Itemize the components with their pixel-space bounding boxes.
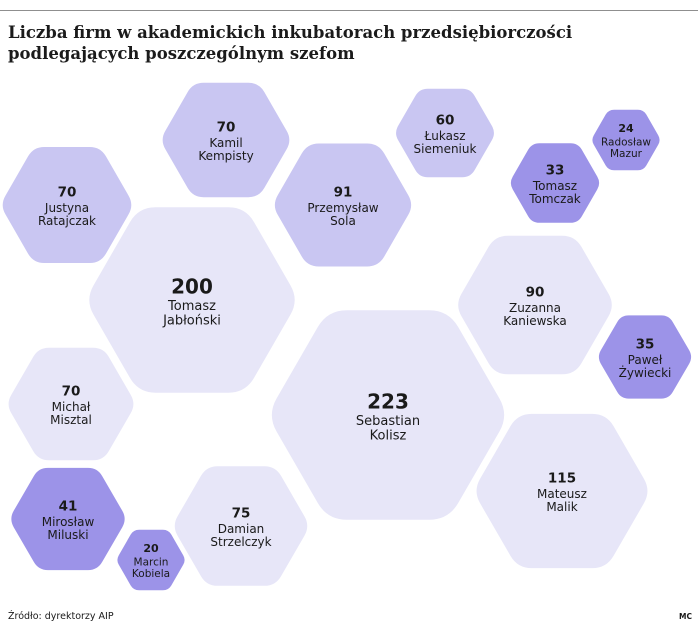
person-name-label: Misztal <box>50 413 92 427</box>
person-name-label: Tomasz <box>532 179 577 193</box>
hexagon-shape <box>274 143 412 267</box>
source-note: Źródło: dyrektorzy AIP <box>8 611 114 622</box>
person-name-label: Justyna <box>44 201 89 215</box>
data-value-label: 223 <box>367 390 409 414</box>
hexagon-shape <box>396 88 494 178</box>
chart-title-line-1: Liczba firm w akademickich inkubatorach … <box>8 23 573 42</box>
top-rule <box>0 10 698 11</box>
chart-title-line-2: podlegających poszczególnym szefom <box>8 44 355 63</box>
data-value-label: 70 <box>217 120 236 136</box>
hexagon-shape <box>476 413 648 569</box>
data-value-label: 90 <box>526 285 545 301</box>
data-value-label: 70 <box>58 185 77 201</box>
person-name-label: Łukasz <box>424 129 466 143</box>
person-name-label: Siemeniuk <box>414 142 477 156</box>
person-name-label: Żywiecki <box>619 365 672 380</box>
person-name-label: Tomasz <box>167 299 216 314</box>
person-name-label: Radosław <box>601 137 651 149</box>
person-name-label: Tomczak <box>528 192 581 206</box>
data-value-label: 200 <box>171 275 213 299</box>
person-name-label: Kobiela <box>132 568 170 580</box>
hexagon-shape <box>598 315 692 399</box>
person-name-label: Kamil <box>209 136 242 150</box>
person-name-label: Ratajczak <box>38 214 96 228</box>
person-name-label: Sebastian <box>356 414 420 429</box>
person-name-label: Mazur <box>610 148 643 160</box>
hexagon-shape <box>117 529 185 591</box>
person-name-label: Damian <box>218 522 265 536</box>
hexagon-shape <box>271 310 505 520</box>
data-value-label: 115 <box>548 471 576 487</box>
chart-title: Liczba firm w akademickich inkubatorach … <box>8 22 688 64</box>
credit-mark: MC <box>679 612 692 621</box>
data-value-label: 70 <box>62 384 81 400</box>
person-name-label: Mirosław <box>42 515 95 529</box>
hexagon-shape <box>510 143 600 223</box>
hexagon-shape <box>11 467 125 571</box>
hexagon-shape <box>174 466 308 586</box>
person-name-label: Przemysław <box>307 201 378 215</box>
person-name-label: Marcin <box>134 557 169 569</box>
hexagon-shape <box>592 109 660 171</box>
data-value-label: 60 <box>436 113 455 129</box>
hexagon-shape <box>162 82 290 198</box>
hexagon-shape <box>2 147 132 263</box>
person-name-label: Strzelczyk <box>210 535 271 549</box>
person-name-label: Jabłoński <box>162 313 221 328</box>
data-value-label: 75 <box>232 506 251 522</box>
hexagon-shape <box>8 347 134 461</box>
person-name-label: Miluski <box>47 528 88 542</box>
person-name-label: Paweł <box>628 353 663 367</box>
person-name-label: Malik <box>546 500 577 514</box>
person-name-label: Kaniewska <box>503 314 567 328</box>
data-value-label: 35 <box>636 337 655 353</box>
person-name-label: Michał <box>52 400 91 414</box>
person-name-label: Kempisty <box>198 149 253 163</box>
data-value-label: 41 <box>59 499 78 515</box>
hexagon-shape <box>89 207 295 393</box>
data-value-label: 91 <box>334 185 353 201</box>
person-name-label: Zuzanna <box>509 301 561 315</box>
data-value-label: 20 <box>143 542 159 555</box>
person-name-label: Mateusz <box>537 487 587 501</box>
hexagon-shape <box>458 235 612 375</box>
person-name-label: Kolisz <box>370 428 407 443</box>
data-value-label: 33 <box>546 163 565 179</box>
person-name-label: Sola <box>330 214 356 228</box>
data-value-label: 24 <box>618 122 634 135</box>
